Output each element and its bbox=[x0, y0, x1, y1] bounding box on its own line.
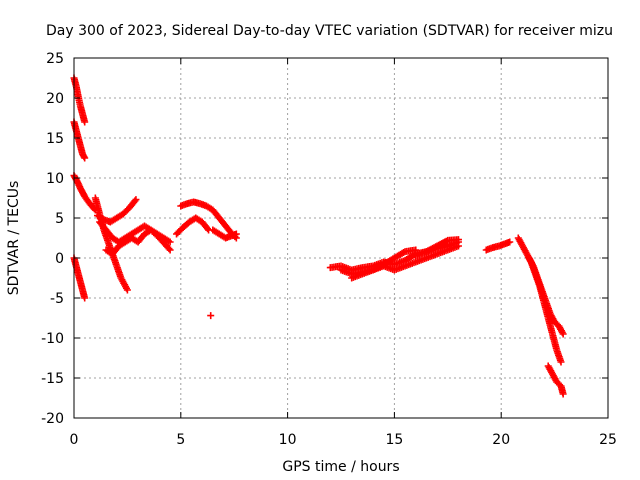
data-point bbox=[454, 236, 462, 244]
data-point bbox=[557, 358, 565, 366]
data-points bbox=[70, 74, 567, 398]
y-tick-label: -5 bbox=[50, 291, 64, 307]
x-tick-label: 15 bbox=[385, 432, 403, 448]
data-point bbox=[81, 118, 89, 126]
axis-ticks: 0 5 10 15 20 25 -20 -15 -10 -5 0 5 10 15 20 25 bbox=[41, 51, 617, 448]
data-point bbox=[207, 312, 215, 320]
y-axis-label: SDTVAR / TECUs bbox=[6, 181, 22, 296]
data-point bbox=[232, 230, 240, 238]
y-tick-label: 20 bbox=[46, 91, 64, 107]
data-point bbox=[166, 238, 174, 246]
data-point bbox=[132, 196, 140, 204]
x-axis-label: GPS time / hours bbox=[282, 459, 399, 475]
y-tick-label: 0 bbox=[55, 251, 64, 267]
x-tick-label: 20 bbox=[492, 432, 510, 448]
x-tick-label: 5 bbox=[176, 432, 185, 448]
chart-title: Day 300 of 2023, Sidereal Day-to-day VTE… bbox=[46, 23, 613, 39]
y-tick-label: 5 bbox=[55, 211, 64, 227]
data-point bbox=[81, 154, 89, 162]
data-point bbox=[81, 294, 89, 302]
gridlines bbox=[74, 58, 608, 418]
data-point bbox=[123, 286, 131, 294]
y-tick-label: -20 bbox=[41, 411, 64, 427]
data-point bbox=[166, 246, 174, 254]
x-tick-label: 0 bbox=[70, 432, 79, 448]
data-point bbox=[506, 238, 514, 246]
x-tick-label: 25 bbox=[599, 432, 617, 448]
data-point bbox=[559, 390, 567, 398]
y-tick-label: 15 bbox=[46, 131, 64, 147]
data-point bbox=[400, 249, 408, 257]
y-tick-label: -10 bbox=[41, 331, 64, 347]
y-tick-label: 25 bbox=[46, 51, 64, 67]
data-point bbox=[559, 330, 567, 338]
data-point bbox=[131, 197, 139, 205]
data-point bbox=[204, 225, 211, 233]
data-point bbox=[454, 242, 462, 250]
y-tick-label: -15 bbox=[41, 371, 64, 387]
y-tick-label: 10 bbox=[46, 171, 64, 187]
x-tick-label: 10 bbox=[279, 432, 297, 448]
data-point bbox=[165, 245, 173, 253]
plot-frame bbox=[73, 57, 609, 419]
